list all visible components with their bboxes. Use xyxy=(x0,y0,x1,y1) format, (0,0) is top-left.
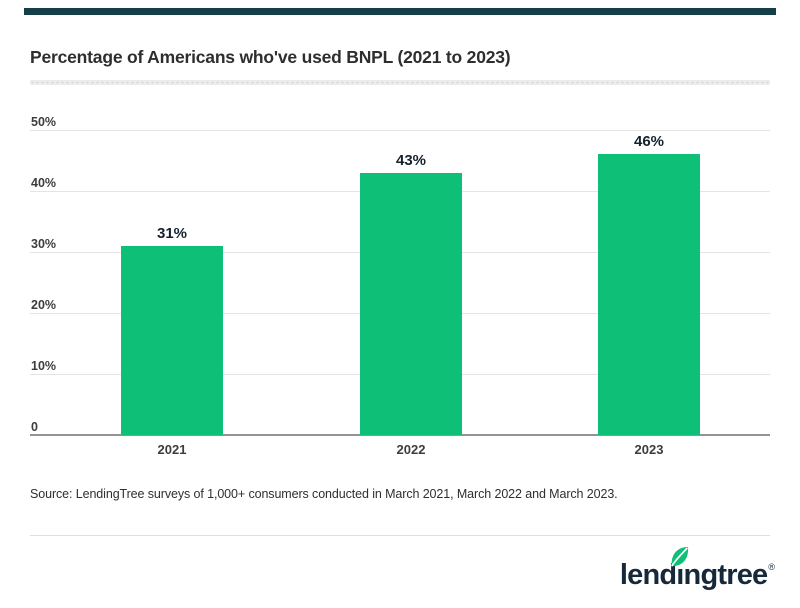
bar-value-label-2023: 46% xyxy=(633,133,665,151)
leaf-icon xyxy=(671,546,688,567)
footer-divider xyxy=(30,535,770,536)
bar-2023 xyxy=(598,154,700,435)
source-note: Source: LendingTree surveys of 1,000+ co… xyxy=(30,487,618,501)
y-tick-label-10%: 10% xyxy=(31,359,57,373)
y-tick-label-20%: 20% xyxy=(31,298,57,312)
bar-2022 xyxy=(360,172,462,435)
y-tick-label-40%: 40% xyxy=(31,176,57,190)
registered-trademark: ® xyxy=(768,562,775,572)
x-tick-label-2023: 2023 xyxy=(634,442,664,457)
gridline-50% xyxy=(30,129,770,131)
chart-title: Percentage of Americans who've used BNPL… xyxy=(30,47,511,67)
bar-value-label-2022: 43% xyxy=(395,151,427,169)
lendingtree-logo: lendıngtree® xyxy=(619,546,775,596)
x-tick-label-2022: 2022 xyxy=(396,442,426,457)
logo-wordmark: lendıngtree xyxy=(619,559,768,591)
top-accent-bar xyxy=(24,8,776,15)
bar-value-label-2021: 31% xyxy=(156,224,188,242)
y-tick-label-30%: 30% xyxy=(31,237,57,251)
title-divider xyxy=(30,80,770,85)
x-axis-line xyxy=(30,434,770,436)
y-tick-label-50%: 50% xyxy=(31,115,57,129)
x-tick-label-2021: 2021 xyxy=(157,442,187,457)
y-tick-label-0: 0 xyxy=(31,420,38,434)
bar-2021 xyxy=(121,245,223,435)
